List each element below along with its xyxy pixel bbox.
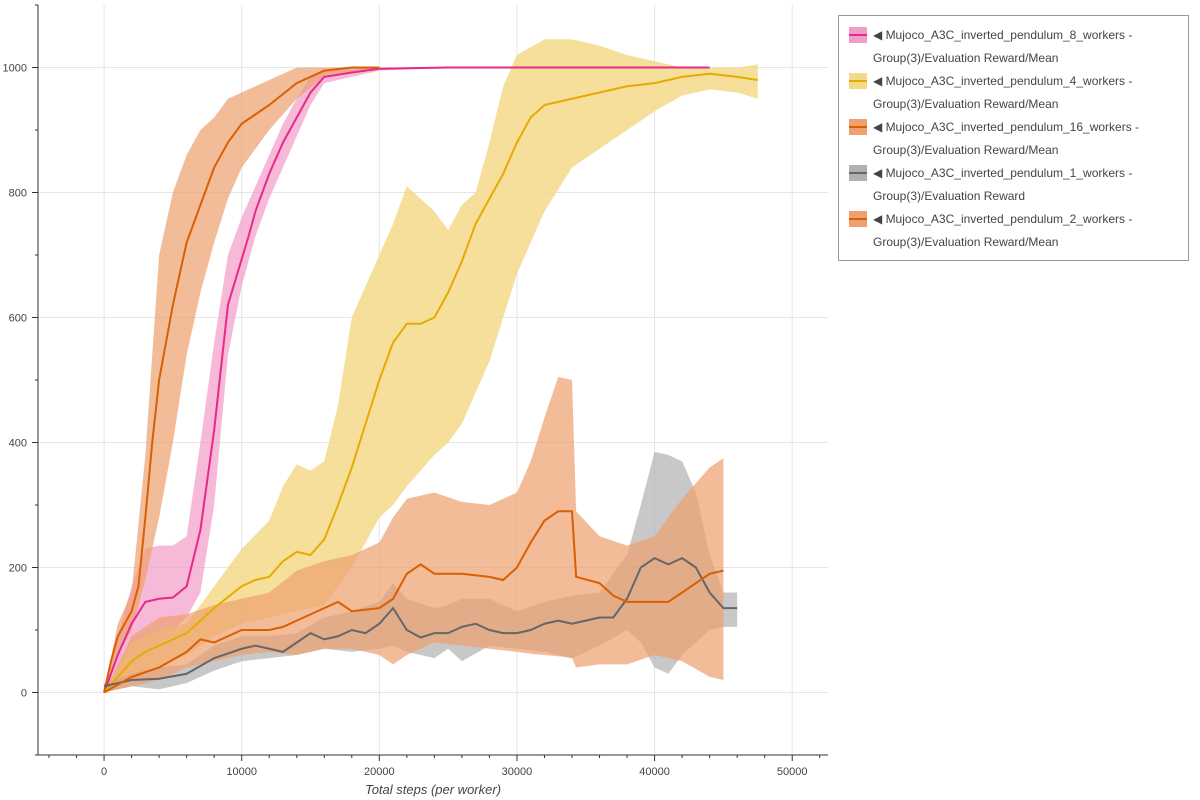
legend: ◀ Mujoco_A3C_inverted_pendulum_8_workers… [838,15,1189,261]
legend-label: ◀ Mujoco_A3C_inverted_pendulum_16_worker… [873,120,1140,157]
x-tick-label: 30000 [502,766,533,778]
legend-swatch-icon [849,165,867,181]
series-band-4 [104,376,724,693]
series-line-4 [103,510,724,694]
y-tick-label: 200 [9,563,27,575]
x-tick-label: 50000 [777,766,808,778]
legend-label: ◀ Mujoco_A3C_inverted_pendulum_4_workers… [873,74,1133,111]
legend-swatch-icon [849,73,867,89]
x-tick-label: 0 [101,766,107,778]
series-band-0 [104,67,710,693]
y-tick-label: 400 [9,438,27,450]
series-line-3 [103,556,738,688]
legend-swatch-icon [849,211,867,227]
legend-item[interactable]: ◀ Mujoco_A3C_inverted_pendulum_16_worker… [849,116,1188,162]
x-tick-label: 10000 [226,766,257,778]
series-band-2 [104,67,380,693]
y-tick-label: 0 [21,688,27,700]
series-line-1 [103,72,758,694]
series-line-2 [103,66,380,693]
y-tick-label: 600 [9,313,27,325]
x-tick-label: 20000 [364,766,395,778]
x-tick-label: 40000 [639,766,670,778]
series-line-0 [103,66,710,693]
legend-label: ◀ Mujoco_A3C_inverted_pendulum_8_workers… [873,28,1133,65]
legend-swatch-icon [849,119,867,135]
legend-label: ◀ Mujoco_A3C_inverted_pendulum_2_workers… [873,212,1133,249]
series-band-1 [104,39,758,693]
legend-item[interactable]: ◀ Mujoco_A3C_inverted_pendulum_8_workers… [849,24,1188,70]
legend-item[interactable]: ◀ Mujoco_A3C_inverted_pendulum_1_workers… [849,162,1188,208]
legend-label: ◀ Mujoco_A3C_inverted_pendulum_1_workers… [873,166,1133,203]
x-axis-label: Total steps (per worker) [365,782,501,797]
legend-swatch-icon [849,27,867,43]
y-tick-label: 1000 [3,63,27,75]
legend-item[interactable]: ◀ Mujoco_A3C_inverted_pendulum_2_workers… [849,208,1188,254]
legend-item[interactable]: ◀ Mujoco_A3C_inverted_pendulum_4_workers… [849,70,1188,116]
y-tick-label: 800 [9,188,27,200]
